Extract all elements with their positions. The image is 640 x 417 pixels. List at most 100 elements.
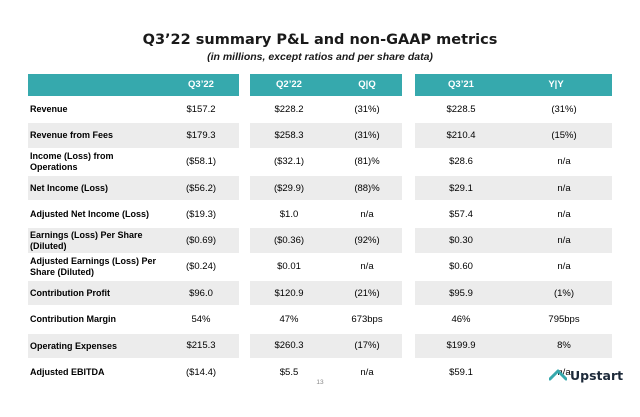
row-background [415,228,612,253]
cell-qq: (31%) [354,103,380,115]
cell-yy: n/a [557,182,571,194]
column-header-q322: Q3’22 [188,79,214,90]
table-row: Revenue from Fees $179.3 $258.3 (31%) $210.4… [28,122,612,148]
cell-q322: $96.0 [189,287,213,299]
cell-q222: $1.0 [279,208,299,220]
cell-qq: n/a [360,366,374,378]
cell-q222: $5.5 [279,366,299,378]
column-header-yy: Y|Y [548,79,564,90]
cell-q321: $28.6 [449,156,473,168]
row-label: Contribution Profit [30,287,110,298]
header-bar-q322: Q3’22 [28,74,239,96]
cell-yy: (15%) [551,129,577,141]
table-row: Contribution Margin 54% 47% 673bps 46% 795bps [28,306,612,332]
row-background [415,123,612,148]
row-label: Adjusted EBITDA [30,366,105,377]
cell-yy: (31%) [551,103,577,115]
row-label: Income (Loss) from Operations [30,151,114,172]
table-row: Operating Expenses $215.3 $260.3 (17%) $199.… [28,333,612,359]
cell-q322: ($0.24) [185,261,217,273]
cell-q321: $95.9 [449,287,473,299]
upstart-arrow-icon [549,369,567,381]
row-background [28,123,239,148]
cell-q321: $199.9 [446,340,476,352]
cell-yy: 795bps [548,314,580,326]
cell-q222: $0.01 [277,261,301,273]
row-background [250,175,402,201]
cell-q322: ($14.4) [185,366,217,378]
cell-q321: $210.4 [446,129,476,141]
upstart-logo: Upstart [549,366,623,384]
logo-text: Upstart [570,367,624,383]
cell-yy: n/a [557,366,571,378]
row-label: Adjusted Earnings (Loss) Per Share (Dilu… [30,256,157,277]
table-row: Earnings (Loss) Per Share (Diluted) ($0.6… [28,227,612,253]
table-row: Adjusted Net Income (Loss) ($19.3) $1.0 n/a… [28,201,612,227]
cell-q321: $228.5 [446,103,476,115]
cell-q322: ($0.69) [185,235,217,247]
table-row: Revenue $157.2 $228.2 (31%) $228.5 (31%) [28,96,612,122]
cell-q222: $228.2 [274,103,304,115]
row-background [28,281,239,306]
row-background [250,228,402,253]
row-background [415,281,612,306]
slide-subtitle: (in millions, except ratios and per shar… [207,51,433,63]
cell-q322: $179.3 [186,129,216,141]
cell-qq: n/a [360,261,374,273]
cell-yy: (1%) [553,287,575,299]
header-bar-q321: Q3’21 Y|Y [415,74,612,96]
cell-qq: (21%) [354,287,380,299]
row-label: Adjusted Net Income (Loss) [30,209,150,220]
cell-q222: ($32.1) [273,156,305,168]
cell-q322: ($58.1) [185,156,217,168]
cell-q222: $258.3 [274,129,304,141]
cell-q222: ($29.9) [273,182,305,194]
cell-q322: $157.2 [186,103,216,115]
row-background [28,228,239,253]
cell-qq: n/a [360,208,374,220]
cell-q321: $29.1 [449,182,473,194]
cell-q222: 47% [279,314,299,326]
row-background [415,333,612,358]
cell-q321: 46% [451,314,471,326]
cell-q321: $57.4 [449,208,473,220]
cell-qq: 673bps [351,314,383,326]
cell-q322: $215.3 [186,340,216,352]
cell-qq: (17%) [354,340,380,352]
cell-q222: $260.3 [274,340,304,352]
row-background [28,333,239,358]
row-label: Operating Expenses [30,340,118,351]
row-label: Contribution Margin [30,314,116,325]
cell-yy: n/a [557,156,571,168]
table-row: Adjusted Earnings (Loss) Per Share (Dilu… [28,254,612,280]
cell-q322: ($56.2) [185,182,217,194]
column-header-qq: Q|Q [358,79,376,90]
row-background [28,175,239,201]
cell-yy: n/a [557,261,571,273]
cell-qq: (31%) [354,129,380,141]
row-label: Net Income (Loss) [30,182,109,193]
row-background [250,123,402,148]
cell-qq: (81)% [354,156,380,168]
page-number: 13 [316,379,324,386]
cell-yy: 8% [557,340,571,352]
row-background [250,333,402,358]
table-row: Net Income (Loss) ($56.2) ($29.9) (88)% $29.… [28,175,612,201]
column-header-q222: Q2’22 [276,79,302,90]
cell-q321: $0.30 [449,235,473,247]
table-row: Adjusted EBITDA ($14.4) $5.5 n/a $59.1 n/a [28,359,612,385]
row-background [250,281,402,306]
cell-qq: (88)% [354,182,380,194]
slide-title: Q3’22 summary P&L and non-GAAP metrics [142,32,498,48]
table-row: Contribution Profit $96.0 $120.9 (21%) $95.9… [28,280,612,306]
cell-yy: n/a [557,208,571,220]
cell-q222: $120.9 [274,287,304,299]
table-row: Income (Loss) from Operations ($58.1) ($32… [28,149,612,175]
cell-yy: n/a [557,235,571,247]
cell-q321: $59.1 [449,366,473,378]
cell-qq: (92%) [354,235,380,247]
metrics-table: Revenue $157.2 $228.2 (31%) $228.5 (31%) Reven… [28,96,612,385]
column-header-q321: Q3’21 [448,79,474,90]
cell-q222: ($0.36) [273,235,305,247]
row-background [415,175,612,201]
